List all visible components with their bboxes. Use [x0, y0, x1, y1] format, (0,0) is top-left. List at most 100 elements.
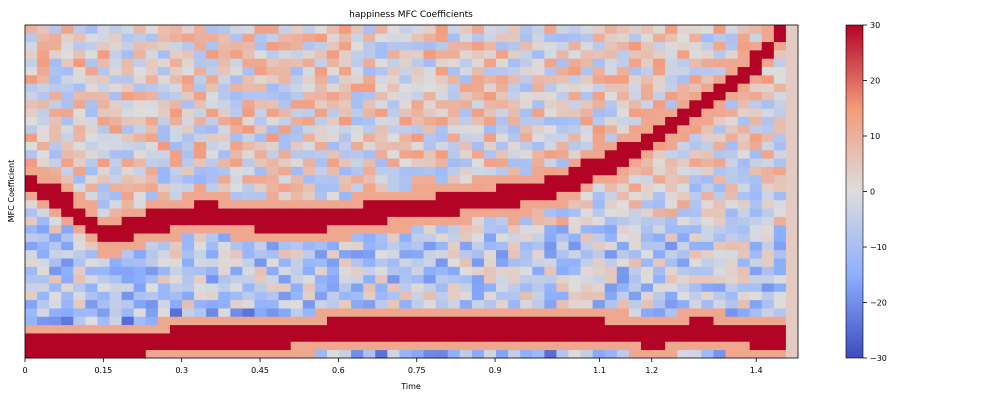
- heatmap-cell: [785, 58, 799, 68]
- heatmap-cell: [677, 166, 690, 176]
- heatmap-cell: [496, 108, 509, 117]
- heatmap-cell: [302, 91, 316, 101]
- heatmap-cell: [616, 324, 630, 334]
- heatmap-cell: [665, 133, 678, 142]
- heatmap-cell: [351, 274, 364, 284]
- heatmap-cell: [483, 33, 497, 43]
- heatmap-cell: [616, 66, 630, 76]
- heatmap-cell: [326, 324, 340, 334]
- heatmap-cell: [568, 291, 581, 301]
- heatmap-cell: [592, 166, 606, 176]
- heatmap-cell: [230, 308, 243, 317]
- heatmap-cell: [616, 258, 630, 267]
- heatmap-cell: [133, 308, 147, 317]
- heatmap-cell: [61, 258, 74, 267]
- heatmap-cell: [133, 191, 147, 201]
- heatmap-cell: [363, 241, 376, 251]
- heatmap-cell: [254, 249, 267, 259]
- heatmap-cell: [375, 241, 388, 251]
- heatmap-cell: [435, 208, 449, 217]
- heatmap-cell: [206, 299, 219, 309]
- heatmap-cell: [447, 133, 461, 142]
- heatmap-cell: [218, 83, 231, 92]
- heatmap-cell: [230, 25, 243, 34]
- heatmap-cell: [254, 91, 267, 101]
- heatmap-cell: [121, 141, 135, 151]
- heatmap-cell: [725, 291, 739, 301]
- heatmap-cell: [351, 33, 364, 43]
- heatmap-cell: [556, 58, 569, 68]
- heatmap-cell: [157, 158, 171, 167]
- heatmap-cell: [37, 316, 50, 326]
- heatmap-cell: [592, 58, 606, 68]
- heatmap-cell: [544, 291, 557, 301]
- heatmap-cell: [85, 324, 98, 334]
- heatmap-cell: [339, 174, 352, 184]
- heatmap-cell: [314, 291, 328, 301]
- heatmap-cell: [194, 291, 207, 301]
- heatmap-cell: [616, 291, 630, 301]
- heatmap-cell: [713, 108, 726, 117]
- heatmap-cell: [435, 91, 449, 101]
- heatmap-cell: [604, 124, 618, 134]
- heatmap-cell: [339, 141, 352, 151]
- heatmap-cell: [363, 41, 376, 51]
- heatmap-cell: [326, 58, 340, 68]
- heatmap-cell: [725, 25, 739, 34]
- heatmap-cell: [604, 158, 618, 167]
- heatmap-cell: [640, 341, 654, 351]
- heatmap-cell: [37, 183, 50, 192]
- heatmap-cell: [568, 283, 581, 292]
- heatmap-cell: [37, 149, 50, 159]
- heatmap-cell: [339, 291, 352, 301]
- heatmap-cell: [737, 83, 751, 92]
- heatmap-cell: [230, 349, 243, 359]
- heatmap-cell: [713, 299, 726, 309]
- heatmap-cell: [592, 316, 606, 326]
- heatmap-cell: [520, 174, 533, 184]
- heatmap-cell: [616, 108, 630, 117]
- heatmap-cell: [314, 241, 328, 251]
- heatmap-cell: [508, 291, 521, 301]
- heatmap-cell: [37, 124, 50, 134]
- heatmap-cell: [411, 158, 424, 167]
- heatmap-cell: [471, 249, 485, 259]
- heatmap-cell: [157, 291, 171, 301]
- heatmap-cell: [121, 174, 135, 184]
- heatmap-cell: [266, 249, 280, 259]
- heatmap-cell: [278, 333, 292, 342]
- heatmap-cell: [411, 166, 424, 176]
- heatmap-cell: [580, 41, 594, 51]
- colorbar-tick-label: 0: [870, 188, 875, 197]
- heatmap-cell: [133, 149, 147, 159]
- heatmap-cell: [761, 349, 775, 359]
- heatmap-cell: [628, 249, 642, 259]
- heatmap-cell: [194, 124, 207, 134]
- heatmap-cell: [749, 58, 763, 68]
- heatmap-cell: [73, 66, 86, 76]
- heatmap-cell: [701, 283, 714, 292]
- heatmap-cell: [278, 183, 292, 192]
- heatmap-cell: [556, 283, 569, 292]
- heatmap-cell: [508, 283, 521, 292]
- heatmap-cell: [399, 49, 412, 59]
- heatmap-cell: [701, 183, 714, 192]
- heatmap-cell: [133, 333, 147, 342]
- heatmap-cell: [773, 333, 787, 342]
- heatmap-cell: [145, 49, 159, 59]
- heatmap-cell: [242, 74, 255, 84]
- heatmap-cell: [25, 274, 38, 284]
- heatmap-cell: [556, 349, 569, 359]
- heatmap-cell: [194, 241, 207, 251]
- heatmap-cell: [399, 208, 412, 217]
- heatmap-cell: [302, 199, 316, 209]
- heatmap-cell: [266, 308, 280, 317]
- heatmap-cell: [701, 216, 714, 226]
- heatmap-cell: [483, 25, 497, 34]
- heatmap-cell: [544, 183, 557, 192]
- heatmap-cell: [749, 191, 763, 201]
- heatmap-cell: [725, 124, 739, 134]
- heatmap-cell: [411, 191, 424, 201]
- heatmap-cell: [314, 141, 328, 151]
- heatmap-cell: [701, 99, 714, 109]
